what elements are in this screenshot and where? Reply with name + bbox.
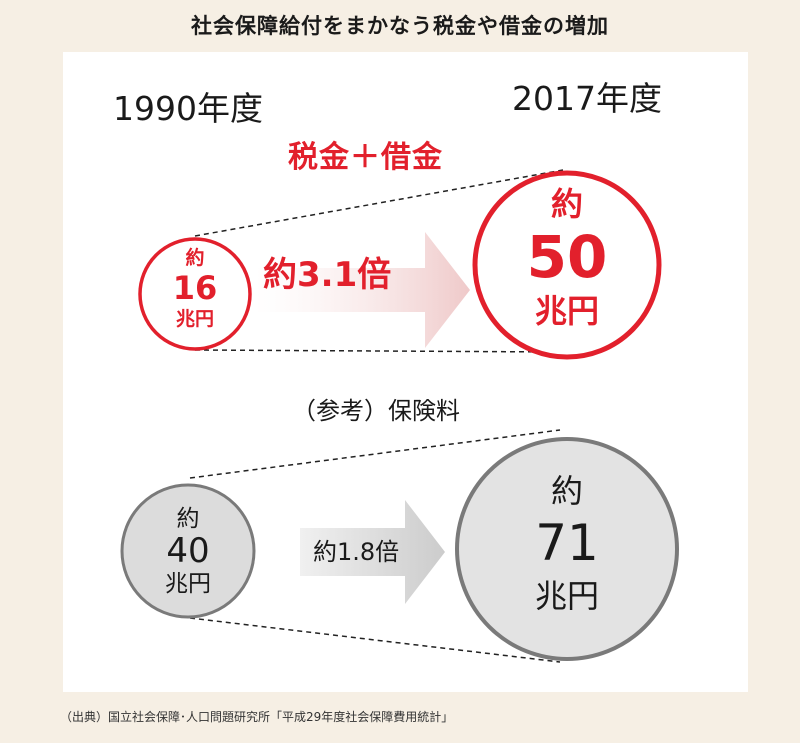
connector-top-lower (194, 349, 564, 353)
tax-after-prefix: 約 (550, 185, 584, 223)
circle-1990-tax (138, 237, 252, 351)
tax-after-unit: 兆円 (534, 292, 600, 330)
circle-2017-tax (472, 170, 662, 360)
premium-before-unit: 兆円 (165, 571, 211, 597)
premium-after-value: 71 (535, 514, 599, 572)
tax-before-unit: 兆円 (175, 308, 215, 330)
premium-label: （参考）保険料 (292, 397, 460, 425)
growth-arrow-grey (300, 500, 445, 604)
year-end-label: 2017年度 (512, 79, 662, 118)
growth-arrow-red (255, 232, 470, 348)
tax-before-value: 16 (172, 269, 218, 307)
tax-debt-ratio: 約3.1倍 (263, 255, 392, 295)
premium-before-value: 40 (166, 531, 210, 571)
tax-before-prefix: 約 (185, 247, 205, 269)
circle-2017-premium (455, 437, 679, 661)
tax-debt-label: 税金＋借金 (288, 140, 443, 175)
circle-1990-premium (120, 483, 256, 619)
premium-after-unit: 兆円 (534, 577, 600, 615)
year-start-label: 1990年度 (113, 89, 263, 128)
source-note: （出典）国立社会保障･人口問題研究所「平成29年度社会保障費用統計」 (60, 710, 454, 724)
connector-bottom-lower (189, 617, 561, 663)
premium-after-prefix: 約 (550, 472, 584, 510)
connector-bottom-upper (189, 429, 561, 479)
page-title: 社会保障給付をまかなう税金や借金の増加 (191, 14, 609, 38)
premium-before-prefix: 約 (176, 506, 200, 532)
tax-after-value: 50 (526, 223, 608, 291)
premium-ratio: 約1.8倍 (313, 538, 400, 566)
